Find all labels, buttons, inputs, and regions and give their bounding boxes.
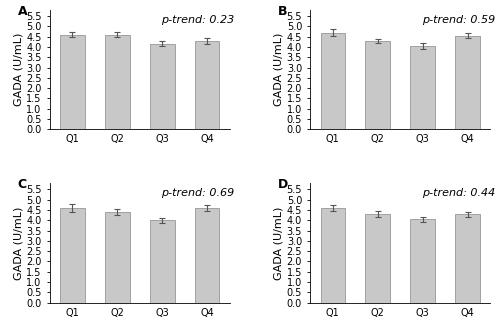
Bar — [410, 219, 435, 303]
Bar — [455, 214, 480, 303]
Text: C: C — [18, 178, 27, 191]
Bar — [105, 35, 130, 129]
Text: p-trend: 0.59: p-trend: 0.59 — [422, 15, 495, 25]
Bar — [320, 33, 345, 129]
Bar — [60, 208, 85, 303]
Y-axis label: GADA (U/mL): GADA (U/mL) — [274, 206, 284, 280]
Bar — [366, 41, 390, 129]
Text: p-trend: 0.69: p-trend: 0.69 — [162, 188, 234, 198]
Bar — [366, 214, 390, 303]
Bar — [455, 36, 480, 129]
Bar — [60, 35, 85, 129]
Text: p-trend: 0.23: p-trend: 0.23 — [162, 15, 234, 25]
Bar — [105, 212, 130, 303]
Text: D: D — [278, 178, 288, 191]
Text: A: A — [18, 5, 28, 18]
Y-axis label: GADA (U/mL): GADA (U/mL) — [14, 206, 24, 280]
Bar — [150, 44, 174, 129]
Y-axis label: GADA (U/mL): GADA (U/mL) — [274, 33, 284, 106]
Bar — [195, 208, 220, 303]
Y-axis label: GADA (U/mL): GADA (U/mL) — [14, 33, 24, 106]
Bar — [195, 41, 220, 129]
Bar — [320, 208, 345, 303]
Bar — [150, 220, 174, 303]
Text: p-trend: 0.44: p-trend: 0.44 — [422, 188, 495, 198]
Bar — [410, 46, 435, 129]
Text: B: B — [278, 5, 287, 18]
